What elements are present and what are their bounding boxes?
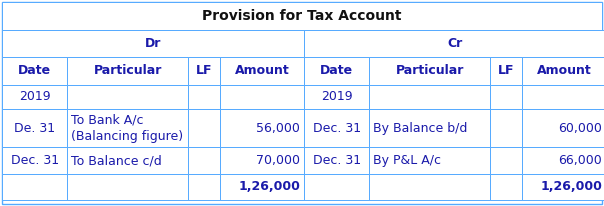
Bar [188, 174, 220, 200]
Bar [220, 85, 304, 109]
Bar [304, 174, 370, 200]
Bar [188, 85, 220, 109]
Text: By Balance b/d: By Balance b/d [373, 122, 468, 135]
Bar [490, 147, 522, 174]
Text: Particular: Particular [396, 64, 464, 77]
Bar [2, 147, 68, 174]
Bar [2, 2, 602, 30]
Text: 2019: 2019 [19, 90, 51, 103]
Text: 1,26,000: 1,26,000 [540, 180, 602, 193]
Bar [522, 174, 604, 200]
Bar [68, 147, 188, 174]
Text: 1,26,000: 1,26,000 [238, 180, 300, 193]
Text: To Balance c/d: To Balance c/d [71, 154, 162, 167]
Text: Dr: Dr [145, 37, 161, 50]
Bar [220, 57, 304, 85]
Bar [2, 85, 68, 109]
Text: LF: LF [498, 64, 515, 77]
Bar [522, 147, 604, 174]
Text: Cr: Cr [448, 37, 463, 50]
Bar [188, 147, 220, 174]
Bar [304, 57, 370, 85]
Text: Provision for Tax Account: Provision for Tax Account [202, 9, 402, 23]
Bar [220, 174, 304, 200]
Bar [522, 109, 604, 147]
Bar [68, 85, 188, 109]
Text: LF: LF [196, 64, 213, 77]
Bar [304, 30, 604, 57]
Bar [490, 85, 522, 109]
Bar [490, 174, 522, 200]
Bar [2, 109, 68, 147]
Bar [370, 174, 490, 200]
Bar [188, 57, 220, 85]
Bar [490, 57, 522, 85]
Text: Date: Date [18, 64, 51, 77]
Bar [304, 109, 370, 147]
Bar [304, 147, 370, 174]
Text: Dec. 31: Dec. 31 [313, 154, 361, 167]
Bar [68, 109, 188, 147]
Text: Particular: Particular [94, 64, 162, 77]
Text: 2019: 2019 [321, 90, 353, 103]
Bar [2, 57, 68, 85]
Bar [490, 109, 522, 147]
Text: Dec. 31: Dec. 31 [313, 122, 361, 135]
Bar [370, 147, 490, 174]
Text: 60,000: 60,000 [558, 122, 602, 135]
Bar [370, 85, 490, 109]
Bar [522, 57, 604, 85]
Text: To Bank A/c
(Balancing figure): To Bank A/c (Balancing figure) [71, 114, 184, 143]
Text: 56,000: 56,000 [256, 122, 300, 135]
Text: Dec. 31: Dec. 31 [11, 154, 59, 167]
Bar [68, 174, 188, 200]
Bar [220, 109, 304, 147]
Text: 66,000: 66,000 [558, 154, 602, 167]
Bar [220, 147, 304, 174]
Bar [188, 109, 220, 147]
Bar [522, 85, 604, 109]
Text: Amount: Amount [537, 64, 591, 77]
Bar [2, 30, 304, 57]
Text: Date: Date [320, 64, 353, 77]
Text: By P&L A/c: By P&L A/c [373, 154, 442, 167]
Bar [370, 57, 490, 85]
Text: De. 31: De. 31 [14, 122, 56, 135]
Bar [2, 174, 68, 200]
Bar [370, 109, 490, 147]
Text: Amount: Amount [235, 64, 289, 77]
Text: 70,000: 70,000 [256, 154, 300, 167]
Bar [68, 57, 188, 85]
Bar [304, 85, 370, 109]
